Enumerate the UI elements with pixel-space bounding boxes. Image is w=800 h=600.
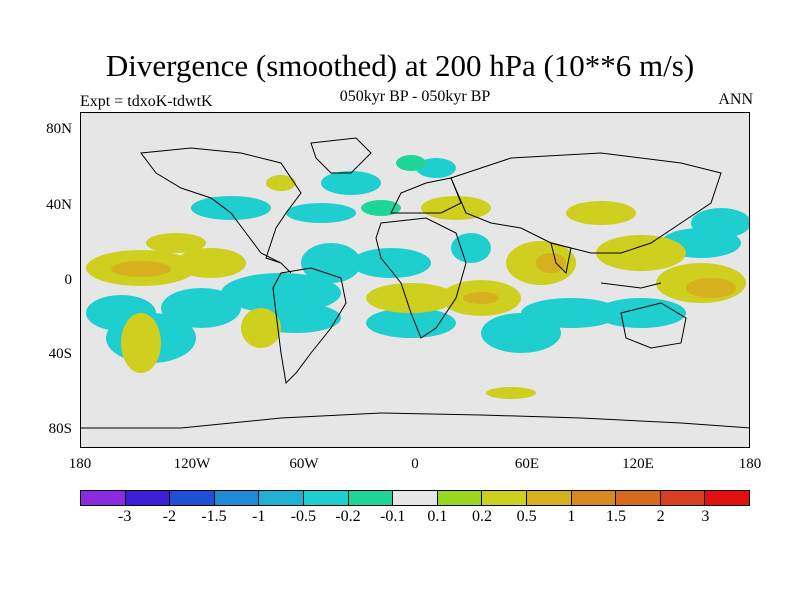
colorbar-label: 2 <box>656 508 665 525</box>
colorbar-label: 0.1 <box>427 508 448 525</box>
plot-title: Divergence (smoothed) at 200 hPa (10**6 … <box>105 48 695 83</box>
colorbar-label: -0.1 <box>379 508 406 525</box>
colorbar-label: -1.5 <box>201 508 227 525</box>
colorbar-swatch <box>170 491 215 505</box>
colorbar-swatch <box>437 491 483 505</box>
season-label: ANN <box>718 91 753 108</box>
colorbar-label: -1 <box>251 508 266 525</box>
colorbar-swatch <box>526 491 572 505</box>
colorbar-label: 1.5 <box>606 508 626 525</box>
coastlines <box>81 137 749 429</box>
colorbar-label: 1 <box>567 508 576 525</box>
positive-divergence-areas <box>86 175 746 399</box>
divergence-map <box>81 137 749 429</box>
x-tick-60e: 60E <box>514 456 540 472</box>
x-tick-180-right: 180 <box>738 456 762 472</box>
x-tick-120e: 120E <box>622 456 654 472</box>
y-tick-80n: 80N <box>46 121 72 137</box>
colorbar-swatch <box>571 491 617 505</box>
colorbar-label: 0.5 <box>516 508 537 525</box>
colorbar-label: -2 <box>162 508 176 525</box>
experiment-label: Expt = tdxoK-tdwtK <box>80 93 213 110</box>
strong-positive-areas <box>111 253 736 304</box>
y-tick-0: 0 <box>64 272 73 288</box>
colorbar-label: -3 <box>117 508 132 525</box>
colorbar-label: 3 <box>701 508 710 525</box>
colorbar-swatch <box>482 491 527 505</box>
colorbar-swatch <box>393 491 438 505</box>
colorbar <box>80 490 750 506</box>
period-label: 050kyr BP - 050kyr BP <box>339 88 491 105</box>
colorbar-swatch <box>259 491 304 505</box>
colorbar-swatch <box>616 491 661 505</box>
map-panel <box>80 112 750 448</box>
colorbar-label: 0.2 <box>472 508 492 525</box>
x-tick-180-left: 180 <box>68 456 92 472</box>
colorbar-swatch <box>348 491 394 505</box>
colorbar-label: -0.5 <box>290 508 316 525</box>
x-tick-0: 0 <box>411 456 419 472</box>
y-tick-80s: 80S <box>48 421 72 437</box>
colorbar-swatch <box>125 491 171 505</box>
y-tick-40n: 40N <box>46 197 72 213</box>
colorbar-label: -0.2 <box>335 508 361 525</box>
x-tick-120w: 120W <box>173 456 211 472</box>
colorbar-swatch <box>705 491 749 505</box>
x-tick-60w: 60W <box>289 456 319 472</box>
colorbar-swatch <box>214 491 260 505</box>
colorbar-swatch <box>303 491 349 505</box>
y-tick-40s: 40S <box>48 346 72 362</box>
colorbar-swatch <box>81 491 126 505</box>
colorbar-swatch <box>660 491 706 505</box>
